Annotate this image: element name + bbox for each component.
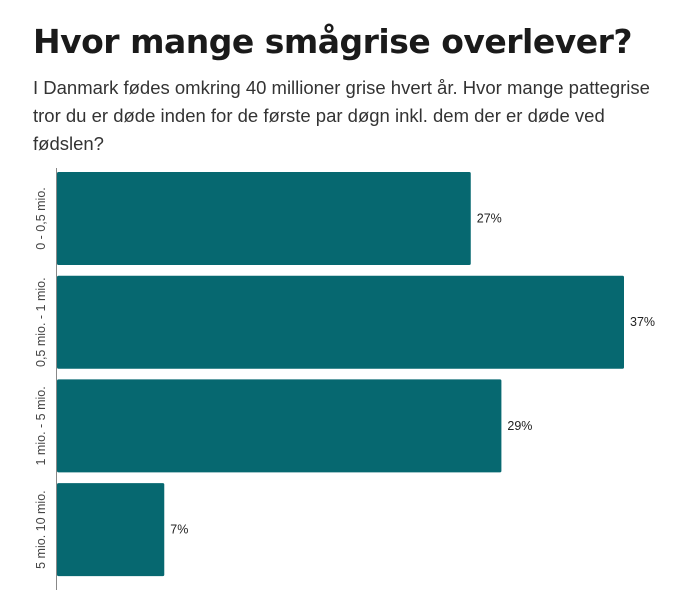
value-label: 27% xyxy=(477,212,502,226)
bar-1 xyxy=(57,275,624,369)
value-label: 7% xyxy=(170,523,188,537)
bar-2 xyxy=(57,379,502,473)
value-label: 37% xyxy=(630,315,655,329)
bar-3 xyxy=(57,483,165,577)
category-label: 1 mio. - 5 mio. xyxy=(34,386,48,465)
bar-0 xyxy=(57,172,471,265)
value-label: 29% xyxy=(507,419,532,433)
category-label: 0,5 mio. - 1 mio. xyxy=(34,277,48,367)
chart-subtitle: I Danmark fødes omkring 40 millioner gri… xyxy=(33,77,650,154)
category-label: 5 mio. 10 mio. xyxy=(34,490,48,569)
category-label: 0 - 0,5 mio. xyxy=(34,187,48,250)
chart-title: Hvor mange smågrise overlever? xyxy=(33,22,633,61)
